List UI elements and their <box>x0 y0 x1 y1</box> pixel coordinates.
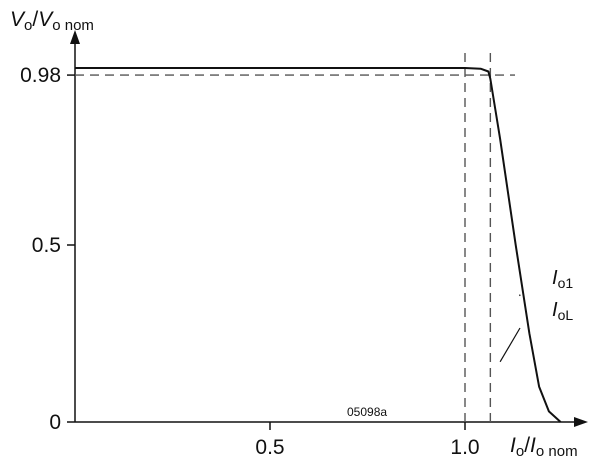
y-title-main-sub: o <box>24 17 32 34</box>
annotation-label: IoL <box>552 299 573 323</box>
x-title-main-sub: o <box>516 443 524 460</box>
x-title-ref-sub: o nom <box>536 443 578 460</box>
tick-group: 0 0.5 0.98 0.5 1.0 <box>20 64 479 459</box>
y-tick-label: 0.98 <box>20 64 61 87</box>
figure-id-label: 05098a <box>347 405 387 419</box>
x-title-main: I <box>510 434 516 457</box>
annotation-leader-line <box>499 327 521 363</box>
y-title-sep: / <box>32 8 38 31</box>
y-tick-label: 0.5 <box>32 234 61 257</box>
x-axis-title: Io/Io nom <box>510 434 578 460</box>
y-title-ref-sub: o nom <box>52 17 94 34</box>
y-tick-label: 0 <box>49 411 61 434</box>
x-title-sep: / <box>524 434 530 457</box>
x-axis-arrow-icon <box>574 417 588 427</box>
series-line <box>75 67 562 423</box>
reference-line-group <box>75 48 515 422</box>
y-axis-arrow-icon <box>70 30 80 44</box>
x-tick-label: 1.0 <box>450 436 479 459</box>
y-axis-title: Vo/Vo nom <box>10 8 94 34</box>
annotation-label: Io1 <box>552 267 573 291</box>
y-title-main: V <box>10 8 26 31</box>
y-title-ref: V <box>38 8 54 31</box>
x-tick-label: 0.5 <box>255 436 284 459</box>
series-group <box>75 67 562 423</box>
annotation-group: Io1 IoL <box>499 267 573 363</box>
x-title-ref: I <box>530 434 536 457</box>
